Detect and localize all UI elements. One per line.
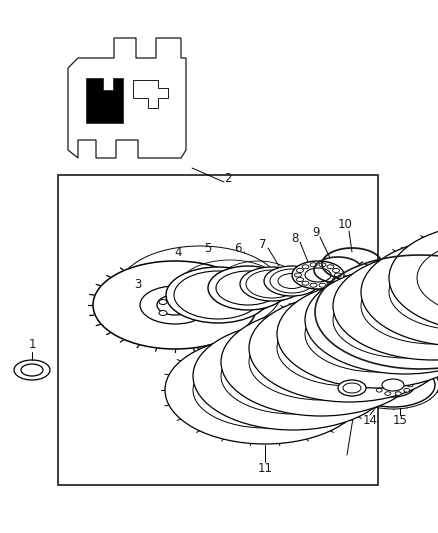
Ellipse shape bbox=[385, 375, 391, 378]
Ellipse shape bbox=[310, 283, 317, 287]
Text: 10: 10 bbox=[338, 219, 353, 231]
Ellipse shape bbox=[93, 261, 257, 349]
Polygon shape bbox=[68, 38, 186, 158]
Ellipse shape bbox=[395, 375, 401, 378]
Text: 15: 15 bbox=[392, 414, 407, 426]
Text: 6: 6 bbox=[234, 241, 242, 254]
Ellipse shape bbox=[347, 361, 438, 409]
Text: 1: 1 bbox=[28, 338, 36, 351]
Ellipse shape bbox=[277, 310, 421, 386]
Ellipse shape bbox=[385, 392, 391, 395]
Ellipse shape bbox=[193, 352, 337, 428]
Ellipse shape bbox=[270, 269, 314, 293]
Ellipse shape bbox=[292, 261, 344, 289]
Text: 12: 12 bbox=[363, 364, 378, 376]
Ellipse shape bbox=[208, 266, 288, 310]
Ellipse shape bbox=[332, 269, 339, 272]
Ellipse shape bbox=[382, 379, 404, 391]
Ellipse shape bbox=[302, 281, 309, 285]
Polygon shape bbox=[86, 78, 123, 123]
Ellipse shape bbox=[221, 338, 365, 414]
Text: 8: 8 bbox=[291, 231, 299, 245]
Ellipse shape bbox=[335, 273, 342, 277]
Text: 3: 3 bbox=[134, 279, 141, 292]
Polygon shape bbox=[133, 80, 168, 108]
Ellipse shape bbox=[118, 246, 282, 334]
Ellipse shape bbox=[249, 324, 393, 400]
Ellipse shape bbox=[305, 266, 438, 374]
Ellipse shape bbox=[246, 270, 298, 298]
Ellipse shape bbox=[193, 322, 393, 430]
Ellipse shape bbox=[319, 283, 326, 287]
Ellipse shape bbox=[174, 271, 262, 319]
Bar bbox=[58, 175, 378, 485]
Text: 14: 14 bbox=[363, 414, 378, 426]
Ellipse shape bbox=[278, 273, 306, 288]
Ellipse shape bbox=[297, 269, 304, 272]
Ellipse shape bbox=[159, 300, 167, 304]
Ellipse shape bbox=[417, 240, 438, 316]
Text: 5: 5 bbox=[204, 241, 212, 254]
Ellipse shape bbox=[395, 392, 401, 395]
Ellipse shape bbox=[305, 268, 331, 282]
Ellipse shape bbox=[166, 267, 270, 323]
Ellipse shape bbox=[361, 238, 438, 346]
Ellipse shape bbox=[294, 273, 301, 277]
Ellipse shape bbox=[343, 383, 361, 393]
Ellipse shape bbox=[221, 308, 421, 416]
Ellipse shape bbox=[407, 383, 413, 387]
Ellipse shape bbox=[389, 254, 438, 330]
Ellipse shape bbox=[327, 281, 334, 285]
Ellipse shape bbox=[404, 378, 410, 382]
Ellipse shape bbox=[302, 265, 309, 269]
Ellipse shape bbox=[376, 378, 382, 382]
Ellipse shape bbox=[165, 336, 365, 444]
Ellipse shape bbox=[297, 278, 304, 281]
Ellipse shape bbox=[371, 373, 415, 397]
Text: 7: 7 bbox=[259, 238, 267, 251]
Ellipse shape bbox=[240, 267, 304, 301]
Ellipse shape bbox=[338, 380, 366, 396]
Text: 4: 4 bbox=[174, 246, 182, 259]
Ellipse shape bbox=[310, 263, 317, 266]
Ellipse shape bbox=[404, 389, 410, 392]
Ellipse shape bbox=[277, 280, 438, 388]
Ellipse shape bbox=[327, 265, 334, 269]
Ellipse shape bbox=[319, 263, 326, 266]
Ellipse shape bbox=[333, 282, 438, 358]
Ellipse shape bbox=[249, 294, 438, 402]
Ellipse shape bbox=[389, 224, 438, 332]
Ellipse shape bbox=[159, 311, 167, 316]
Ellipse shape bbox=[157, 295, 193, 315]
Ellipse shape bbox=[333, 252, 438, 360]
Ellipse shape bbox=[361, 268, 438, 344]
Ellipse shape bbox=[373, 383, 379, 387]
Ellipse shape bbox=[140, 286, 210, 324]
Text: 13: 13 bbox=[332, 414, 347, 426]
Ellipse shape bbox=[216, 271, 280, 305]
Text: 11: 11 bbox=[258, 462, 272, 474]
Ellipse shape bbox=[264, 266, 320, 296]
Ellipse shape bbox=[305, 296, 438, 372]
Ellipse shape bbox=[351, 363, 435, 407]
Ellipse shape bbox=[332, 278, 339, 281]
Ellipse shape bbox=[376, 389, 382, 392]
Text: 2: 2 bbox=[224, 172, 232, 184]
Text: 9: 9 bbox=[312, 225, 320, 238]
